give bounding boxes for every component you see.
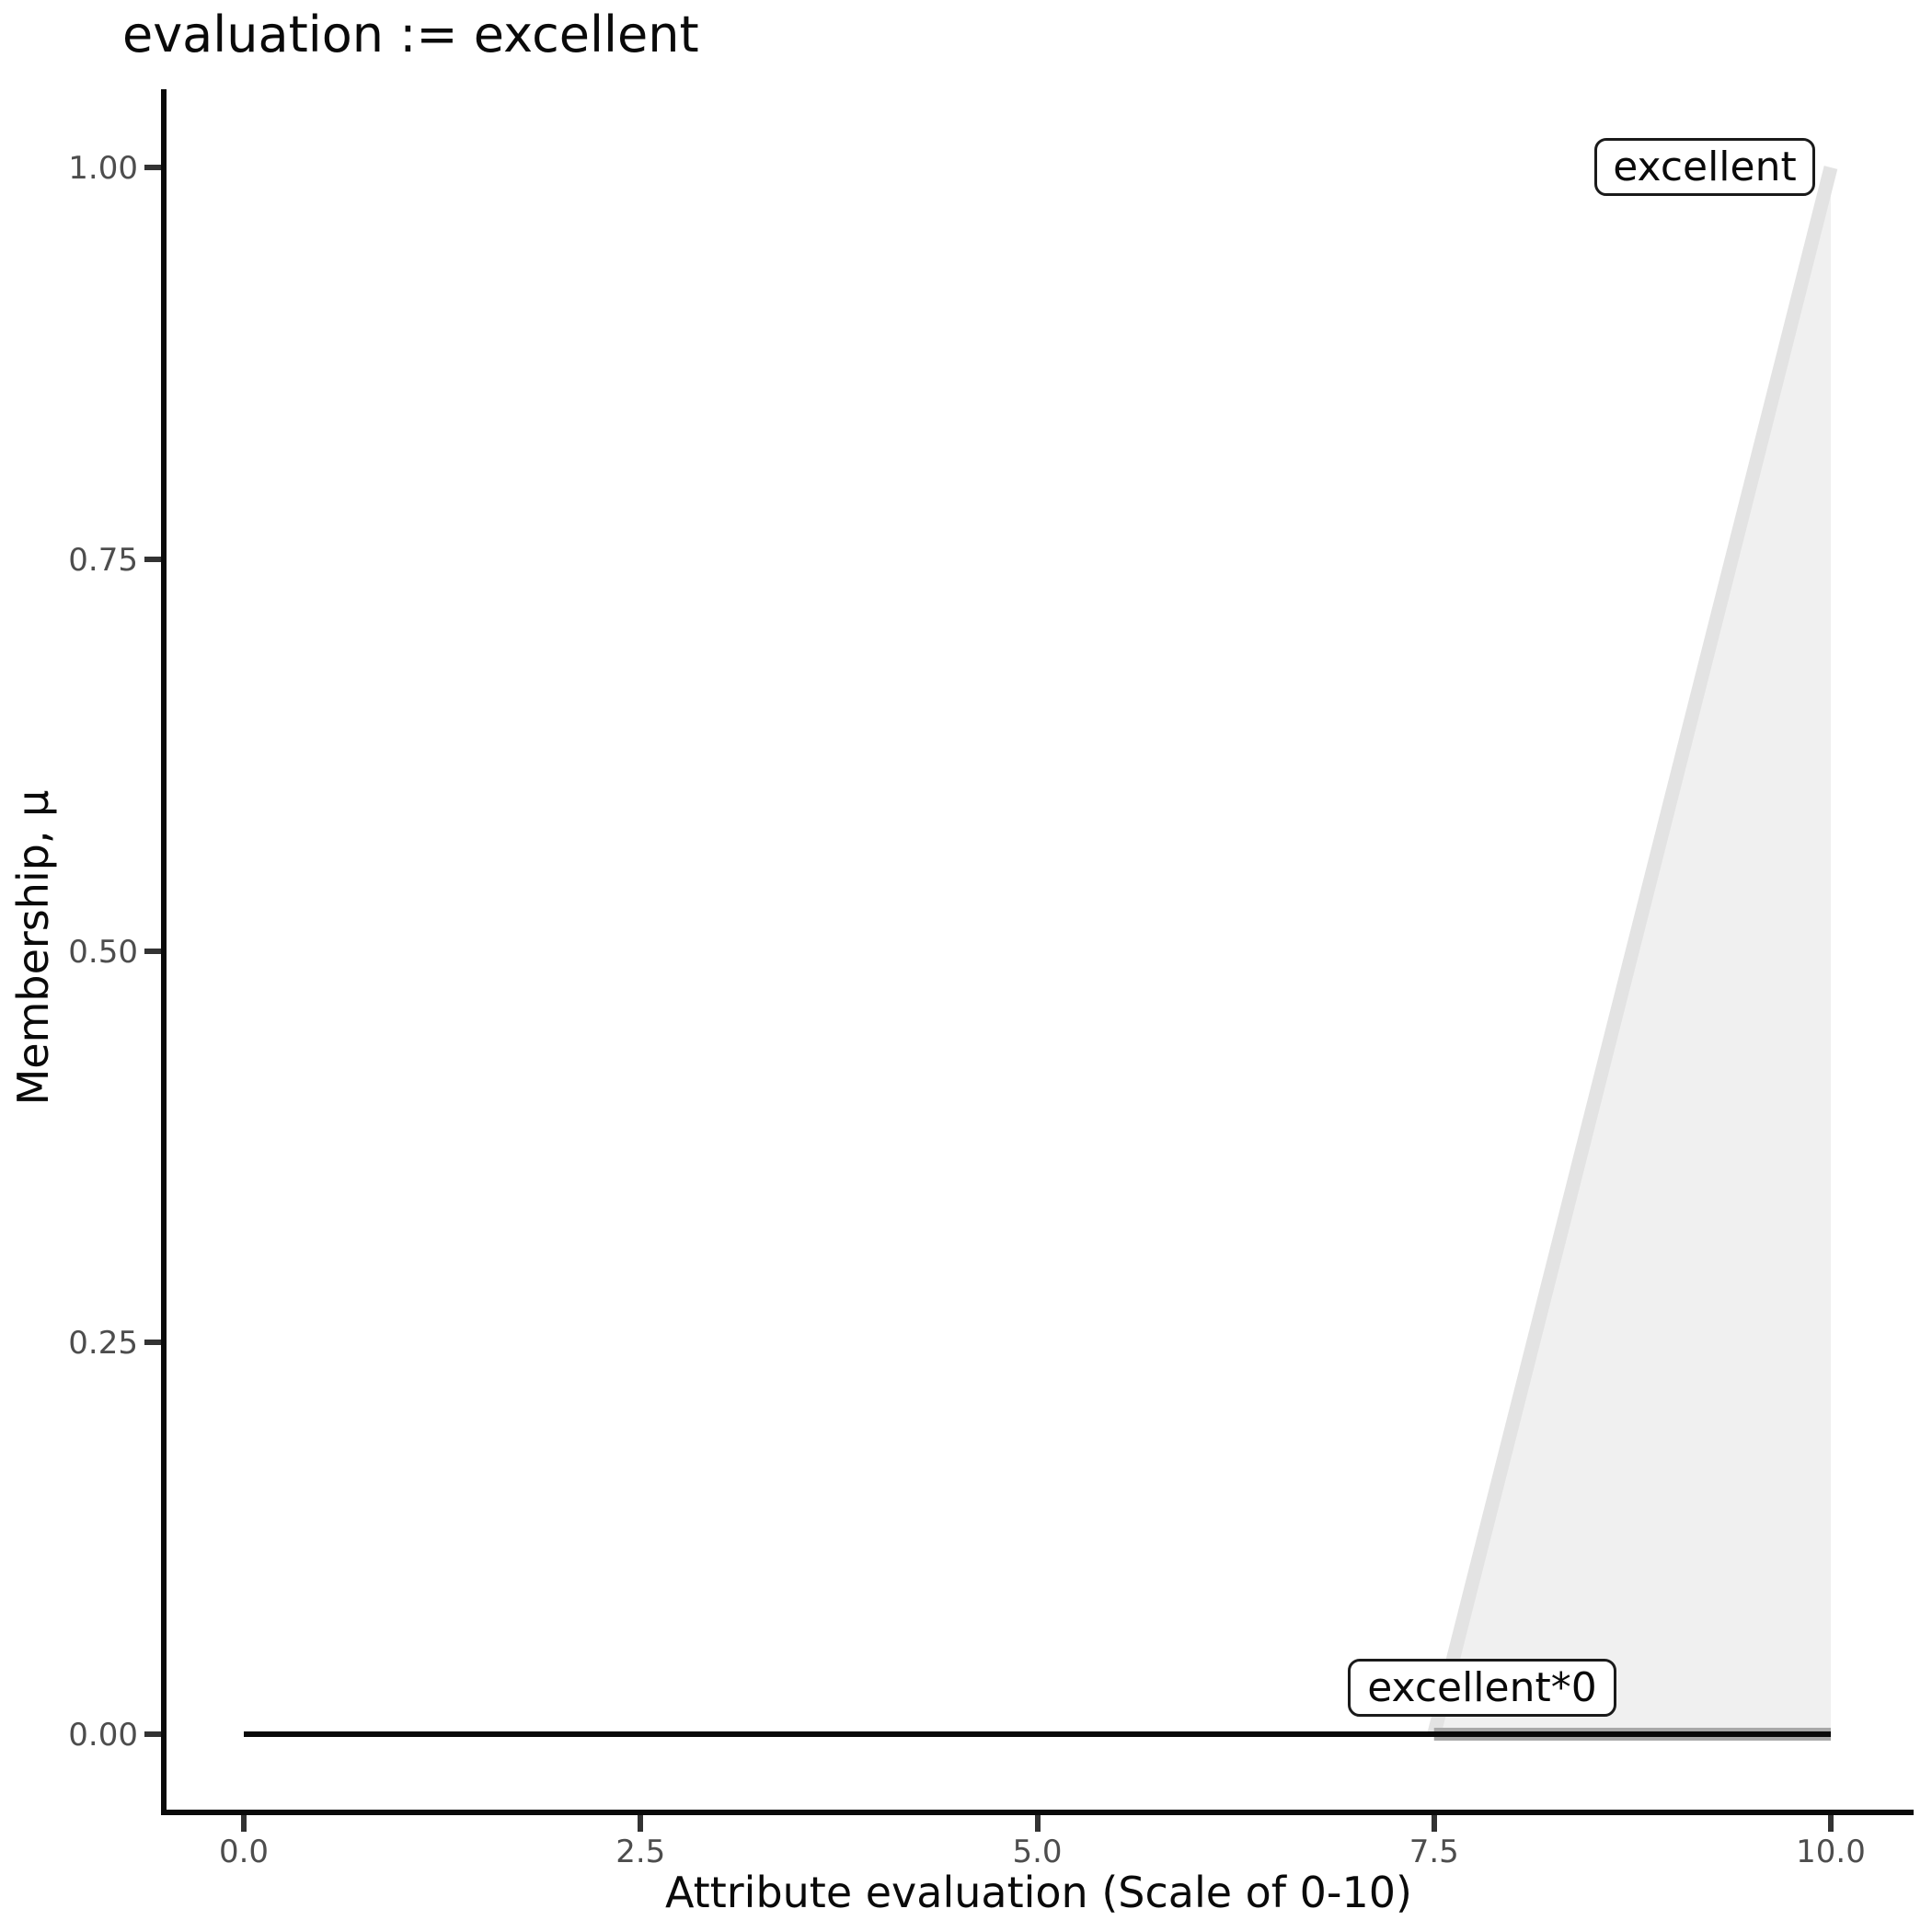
x-axis-title: Attribute evaluation (Scale of 0-10) — [665, 1868, 1412, 1917]
y-tick-label: 0.00 — [68, 1717, 138, 1754]
x-tick-mark — [1828, 1815, 1834, 1832]
y-tick-label: 1.00 — [68, 150, 138, 187]
label-excellent-times-0-text: excellent*0 — [1367, 1664, 1597, 1711]
label-excellent-text: excellent — [1613, 144, 1797, 190]
y-tick-label: 0.75 — [68, 541, 138, 579]
y-tick-mark — [144, 1340, 161, 1346]
x-tick-mark — [638, 1815, 644, 1832]
chart-title: evaluation := excellent — [122, 6, 699, 63]
x-axis-line — [161, 1810, 1914, 1815]
x-tick-label: 7.5 — [1409, 1834, 1459, 1870]
y-tick-mark — [144, 1731, 161, 1737]
x-tick-label: 10.0 — [1796, 1834, 1866, 1870]
y-tick-mark — [144, 165, 161, 170]
x-tick-label: 2.5 — [615, 1834, 666, 1870]
y-axis-title: Membership, μ — [8, 789, 58, 1106]
y-axis-line — [161, 89, 167, 1815]
y-tick-mark — [144, 556, 161, 562]
y-tick-label: 0.25 — [68, 1325, 138, 1363]
y-tick-label: 0.50 — [68, 933, 138, 971]
x-tick-mark — [1034, 1815, 1041, 1832]
x-tick-mark — [1431, 1815, 1437, 1832]
x-tick-label: 5.0 — [1012, 1834, 1063, 1870]
y-tick-mark — [144, 948, 161, 954]
label-box-excellent-times-0: excellent*0 — [1348, 1659, 1616, 1717]
x-tick-mark — [241, 1815, 247, 1832]
label-box-excellent: excellent — [1594, 138, 1815, 196]
x-tick-label: 0.0 — [218, 1834, 270, 1870]
series-excellent-boundary — [1427, 166, 1838, 1736]
